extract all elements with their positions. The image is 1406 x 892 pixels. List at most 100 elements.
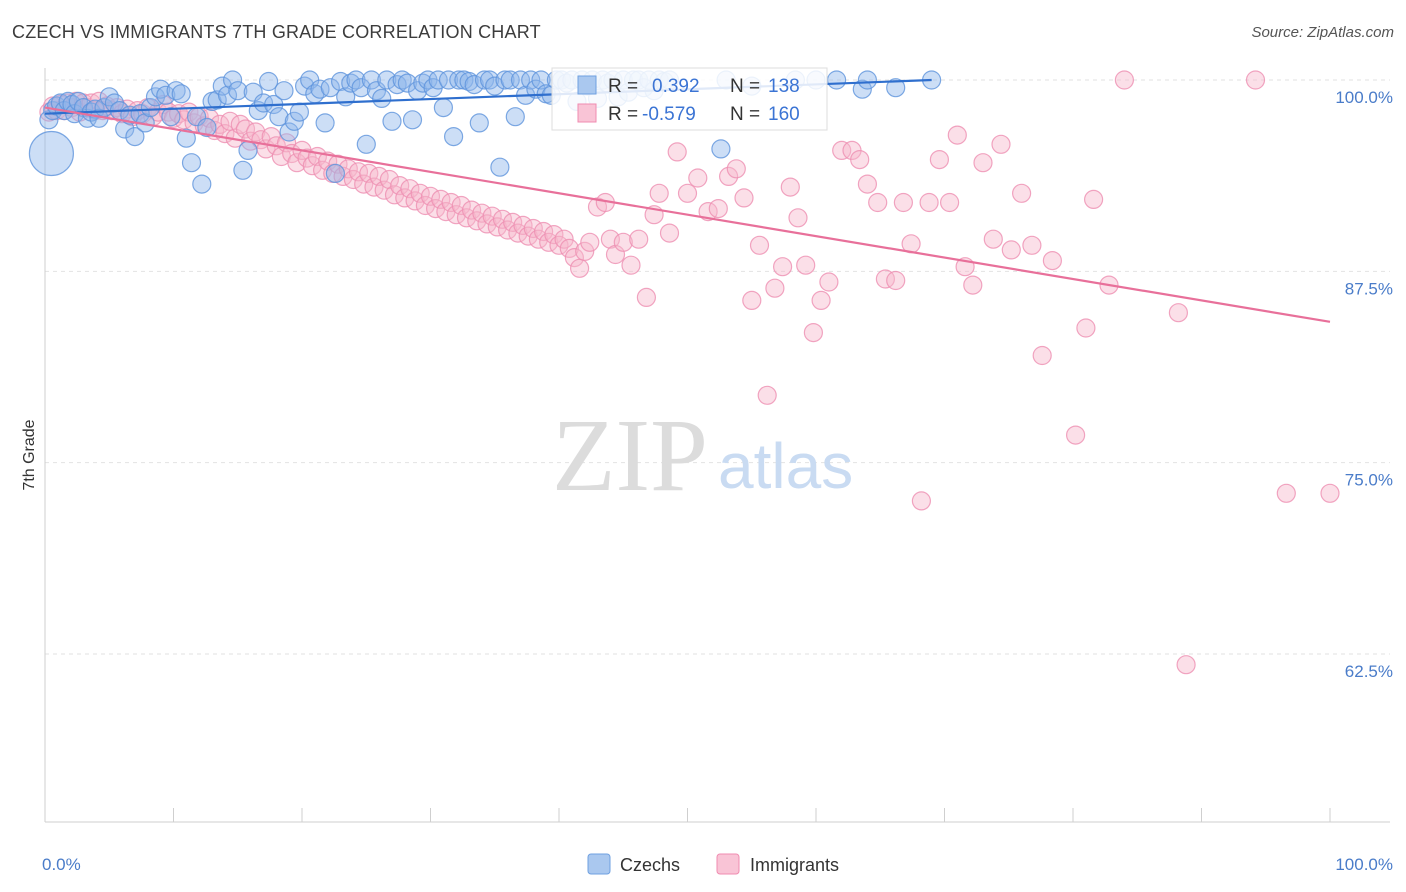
immigrants-point-84 bbox=[451, 195, 471, 216]
immigrants-point-164 bbox=[1065, 425, 1086, 445]
immigrants-point-150 bbox=[919, 192, 939, 213]
immigrants-n-value: 160 bbox=[768, 104, 800, 125]
immigrants-point-168 bbox=[1114, 70, 1135, 90]
immigrants-point-149 bbox=[911, 491, 932, 511]
czechs-point-21 bbox=[125, 127, 145, 147]
immigrants-point-108 bbox=[575, 241, 595, 261]
stats-legend: R = 0.392 N = 138 R = -0.579 N = 160 bbox=[551, 67, 828, 131]
immigrants-point-165 bbox=[1076, 318, 1096, 338]
immigrants-point-159 bbox=[1001, 240, 1021, 260]
immigrants-point-133 bbox=[772, 257, 793, 277]
legend-swatch-czechs bbox=[587, 853, 611, 875]
immigrants-point-142 bbox=[850, 150, 870, 170]
watermark-zip: ZIP bbox=[552, 398, 708, 513]
czechs-point-86 bbox=[459, 71, 479, 92]
czechs-point-30 bbox=[171, 84, 191, 104]
immigrants-point-145 bbox=[875, 269, 896, 289]
y-tick-label-1: 87.5% bbox=[1345, 279, 1393, 298]
y-tick-label-3: 62.5% bbox=[1345, 662, 1393, 681]
immigrants-point-140 bbox=[832, 140, 852, 160]
czechs-point-34 bbox=[192, 174, 212, 194]
czechs-point-58 bbox=[315, 113, 335, 133]
czechs-n-label: N = bbox=[730, 76, 760, 97]
immigrants-point-135 bbox=[788, 208, 808, 228]
immigrants-n-label: N = bbox=[730, 104, 760, 125]
immigrants-point-121 bbox=[667, 142, 687, 162]
czechs-point-1 bbox=[28, 130, 75, 177]
immigrants-point-74 bbox=[400, 179, 420, 199]
immigrants-point-69 bbox=[374, 180, 394, 200]
czechs-point-126 bbox=[711, 139, 731, 159]
czechs-point-31 bbox=[176, 128, 196, 148]
immigrants-point-129 bbox=[742, 290, 762, 310]
immigrants-point-136 bbox=[796, 255, 816, 275]
immigrants-point-115 bbox=[621, 255, 641, 275]
data-points bbox=[28, 70, 1340, 675]
immigrants-point-156 bbox=[973, 153, 993, 173]
immigrants-r-label: R = bbox=[608, 104, 638, 125]
czechs-point-43 bbox=[238, 140, 258, 160]
stats-box-bg bbox=[551, 67, 828, 131]
immigrants-point-155 bbox=[963, 275, 983, 295]
immigrants-point-122 bbox=[677, 183, 698, 203]
czechs-point-95 bbox=[505, 107, 525, 127]
czechs-point-41 bbox=[228, 81, 248, 101]
bottom-legend: Czechs Immigrants bbox=[587, 853, 839, 875]
immigrants-point-171 bbox=[1245, 70, 1266, 90]
immigrants-point-158 bbox=[991, 134, 1011, 154]
immigrants-point-126 bbox=[718, 166, 739, 186]
immigrants-point-131 bbox=[757, 385, 777, 405]
czechs-point-51 bbox=[279, 122, 299, 142]
czechs-point-35 bbox=[197, 117, 217, 138]
x-tick-labels: 0.0% 100.0% bbox=[42, 855, 1393, 874]
immigrants-point-114 bbox=[613, 232, 633, 252]
immigrants-r-value: -0.579 bbox=[642, 104, 696, 125]
immigrants-point-161 bbox=[1022, 235, 1042, 255]
czechs-point-92 bbox=[490, 157, 510, 177]
y-axis-label: 7th Grade bbox=[21, 419, 38, 490]
legend-label-immigrants: Immigrants bbox=[750, 855, 839, 875]
czechs-point-84 bbox=[449, 70, 469, 90]
czechs-point-69 bbox=[372, 88, 392, 109]
chart-title: CZECH VS IMMIGRANTS 7TH GRADE CORRELATIO… bbox=[12, 22, 541, 42]
czechs-point-134 bbox=[886, 78, 906, 98]
czechs-point-63 bbox=[341, 73, 361, 93]
czechs-point-70 bbox=[377, 70, 397, 90]
czechs-point-93 bbox=[495, 70, 515, 90]
x-tick-label-0: 0.0% bbox=[42, 855, 81, 874]
immigrants-point-162 bbox=[1032, 345, 1052, 366]
czechs-point-16 bbox=[99, 87, 119, 107]
immigrants-point-160 bbox=[1011, 183, 1032, 203]
czechs-point-94 bbox=[500, 70, 520, 90]
immigrants-point-119 bbox=[649, 183, 669, 203]
czechs-point-82 bbox=[438, 70, 459, 90]
y-tick-label-0: 100.0% bbox=[1335, 88, 1393, 107]
y-tick-label-2: 75.0% bbox=[1345, 471, 1393, 490]
czechs-point-60 bbox=[325, 163, 345, 183]
czechs-point-28 bbox=[161, 107, 181, 127]
czechs-point-32 bbox=[181, 153, 202, 173]
immigrants-point-132 bbox=[765, 278, 785, 298]
czechs-point-54 bbox=[295, 76, 315, 96]
immigrants-point-144 bbox=[868, 192, 888, 213]
czechs-r-value: 0.392 bbox=[652, 76, 700, 97]
y-tick-labels: 100.0% 87.5% 75.0% 62.5% bbox=[1335, 88, 1393, 681]
czechs-r-label: R = bbox=[608, 76, 638, 97]
czechs-point-67 bbox=[361, 70, 381, 90]
immigrants-point-143 bbox=[857, 174, 878, 194]
immigrants-point-55 bbox=[302, 156, 322, 176]
immigrants-point-107 bbox=[569, 258, 590, 278]
czechs-point-65 bbox=[351, 78, 371, 98]
czechs-point-57 bbox=[310, 79, 330, 99]
czechs-point-133 bbox=[857, 70, 878, 90]
immigrants-point-139 bbox=[819, 272, 839, 292]
immigrants-point-102 bbox=[544, 225, 564, 245]
immigrants-point-104 bbox=[554, 229, 574, 249]
czechs-point-38 bbox=[212, 76, 232, 96]
watermark-atlas: atlas bbox=[718, 430, 853, 502]
czechs-point-77 bbox=[413, 73, 433, 93]
czechs-point-131 bbox=[826, 70, 847, 90]
czechs-point-61 bbox=[331, 71, 351, 92]
immigrants-point-173 bbox=[1320, 483, 1340, 503]
